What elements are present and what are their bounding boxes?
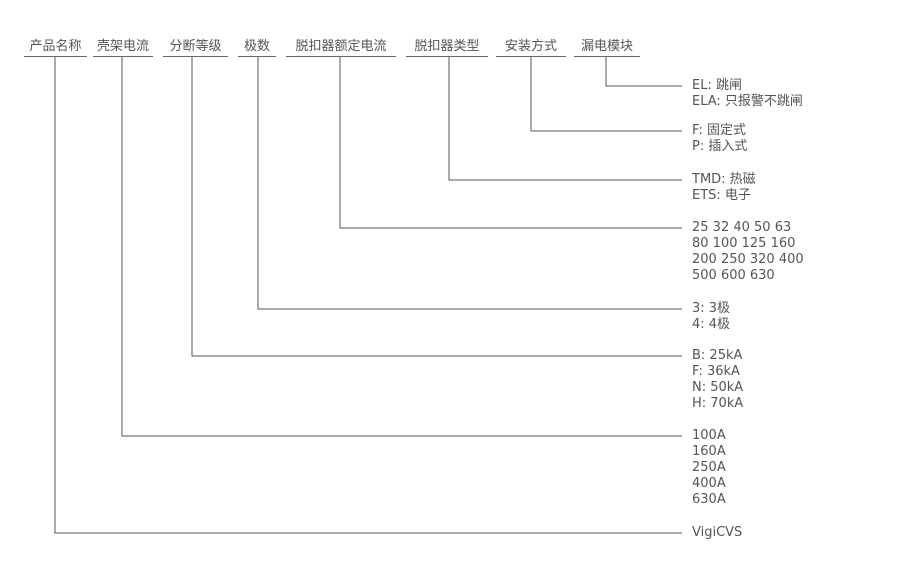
option-item: 80 100 125 160 xyxy=(692,236,796,251)
option-item: 250A xyxy=(692,460,726,475)
option-group: 100A 160A 250A 400A 630A xyxy=(692,428,726,508)
option-group: F: 固定式 P: 插入式 xyxy=(692,123,747,155)
connector-line xyxy=(530,57,682,132)
option-item: N: 50kA xyxy=(692,380,744,395)
option-item: F: 36kA xyxy=(692,364,740,379)
option-item: P: 插入式 xyxy=(692,139,748,154)
option-item: 400A xyxy=(692,476,726,491)
header-label: 漏电模块 xyxy=(574,38,640,57)
header-label: 安装方式 xyxy=(496,38,566,57)
header-label: 极数 xyxy=(238,38,276,57)
header-label: 脱扣器额定电流 xyxy=(286,38,396,57)
option-group: VigiCVS xyxy=(692,525,742,541)
option-item: H: 70kA xyxy=(692,396,744,411)
connector-line xyxy=(339,57,682,229)
option-item: 100A xyxy=(692,428,726,443)
option-item: 630A xyxy=(692,492,726,507)
option-item: ETS: 电子 xyxy=(692,188,751,203)
option-item: 4: 4极 xyxy=(692,317,731,332)
option-item: 25 32 40 50 63 xyxy=(692,220,792,235)
header-label: 壳架电流 xyxy=(93,38,153,57)
option-item: 160A xyxy=(692,444,726,459)
option-item: TMD: 热磁 xyxy=(692,172,756,187)
connector-line xyxy=(54,57,682,534)
header-label: 脱扣器类型 xyxy=(406,38,488,57)
option-item: F: 固定式 xyxy=(692,123,746,138)
option-group: 3: 3极 4: 4极 xyxy=(692,301,730,333)
option-item: VigiCVS xyxy=(692,525,743,540)
connector-line xyxy=(605,57,682,87)
header-label: 产品名称 xyxy=(24,38,87,57)
connector-line xyxy=(448,57,682,181)
option-item: 3: 3极 xyxy=(692,301,731,316)
option-item: ELA: 只报警不跳闸 xyxy=(692,94,803,109)
header-label: 分断等级 xyxy=(163,38,228,57)
connector-line xyxy=(191,57,682,357)
connector-line xyxy=(257,57,682,310)
option-item: EL: 跳闸 xyxy=(692,78,742,93)
connector-line xyxy=(121,57,682,437)
option-group: EL: 跳闸 ELA: 只报警不跳闸 xyxy=(692,78,803,110)
option-item: 200 250 320 400 xyxy=(692,252,804,267)
option-group: B: 25kA F: 36kA N: 50kA H: 70kA xyxy=(692,348,743,412)
option-group: TMD: 热磁 ETS: 电子 xyxy=(692,172,756,204)
option-item: B: 25kA xyxy=(692,348,743,363)
option-group: 25 32 40 50 63 80 100 125 160 200 250 320 … xyxy=(692,220,804,284)
option-item: 500 600 630 xyxy=(692,268,775,283)
